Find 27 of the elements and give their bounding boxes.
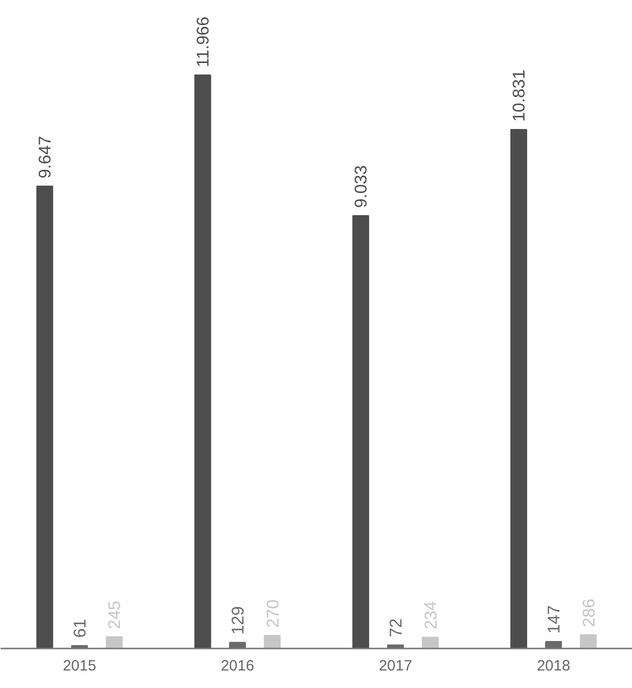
data-label: 11.966 xyxy=(194,16,213,68)
data-label: 286 xyxy=(579,598,598,628)
bar xyxy=(264,635,281,648)
x-tick-label: 2015 xyxy=(62,658,96,674)
bar xyxy=(106,636,123,648)
bar xyxy=(422,636,439,648)
data-label: 10.831 xyxy=(510,70,529,122)
bar xyxy=(580,634,597,648)
x-tick-label: 2017 xyxy=(378,658,412,674)
bar xyxy=(36,186,54,648)
bar xyxy=(387,644,404,648)
bar xyxy=(510,128,528,648)
bar xyxy=(194,74,212,648)
data-label: 234 xyxy=(421,601,440,630)
data-label: 270 xyxy=(263,599,282,628)
data-label: 61 xyxy=(70,618,90,638)
data-label: 9.033 xyxy=(352,165,371,208)
bar xyxy=(545,640,562,648)
bar xyxy=(352,215,370,648)
data-label: 72 xyxy=(386,618,406,638)
data-label: 9.647 xyxy=(36,136,55,178)
x-tick-label: 2018 xyxy=(536,658,570,674)
bar xyxy=(229,642,246,648)
data-label: 245 xyxy=(105,600,124,629)
data-label: 129 xyxy=(228,606,248,635)
x-tick-label: 2016 xyxy=(220,658,254,674)
data-label: 147 xyxy=(544,605,564,634)
